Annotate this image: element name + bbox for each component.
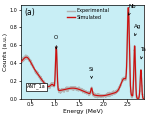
Text: Nb: Nb (128, 4, 136, 15)
Text: ANT_1a: ANT_1a (27, 84, 46, 90)
Text: (a): (a) (25, 8, 35, 17)
Text: O: O (54, 35, 58, 49)
Text: Ta: Ta (140, 47, 146, 59)
Text: Si: Si (89, 67, 94, 78)
X-axis label: Energy (MeV): Energy (MeV) (63, 109, 103, 113)
Text: Ag: Ag (134, 24, 141, 36)
Y-axis label: Counts (a.u.): Counts (a.u.) (3, 33, 8, 71)
Legend: Experimental, Simulated: Experimental, Simulated (67, 8, 110, 20)
